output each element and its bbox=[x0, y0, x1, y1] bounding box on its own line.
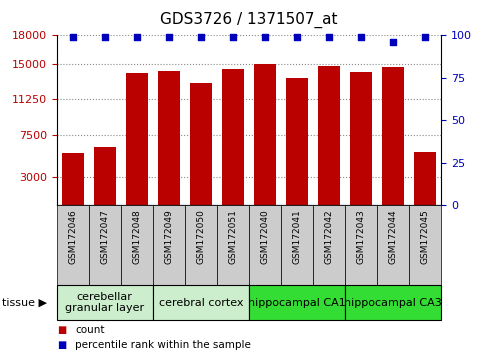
Bar bbox=[318, 65, 340, 205]
Text: percentile rank within the sample: percentile rank within the sample bbox=[75, 340, 251, 350]
Bar bbox=[414, 153, 436, 205]
Point bbox=[293, 34, 301, 40]
Bar bbox=[57, 285, 153, 320]
Point bbox=[357, 34, 365, 40]
Bar bbox=[222, 69, 244, 205]
Point bbox=[421, 34, 429, 40]
Bar bbox=[249, 285, 345, 320]
Text: GSM172044: GSM172044 bbox=[388, 209, 398, 264]
Bar bbox=[409, 205, 441, 285]
Text: cerebellar
granular layer: cerebellar granular layer bbox=[65, 292, 144, 314]
Text: GSM172042: GSM172042 bbox=[324, 209, 334, 264]
Point bbox=[389, 39, 397, 45]
Bar bbox=[126, 73, 148, 205]
Text: GSM172047: GSM172047 bbox=[100, 209, 109, 264]
Bar bbox=[217, 205, 249, 285]
Text: ■: ■ bbox=[57, 325, 66, 335]
Point bbox=[197, 34, 205, 40]
Point bbox=[133, 34, 141, 40]
Bar bbox=[158, 71, 180, 205]
Bar bbox=[313, 205, 345, 285]
Text: ■: ■ bbox=[57, 340, 66, 350]
Point bbox=[325, 34, 333, 40]
Text: GSM172043: GSM172043 bbox=[356, 209, 366, 264]
Text: GSM172045: GSM172045 bbox=[421, 209, 430, 264]
Text: tissue ▶: tissue ▶ bbox=[2, 298, 47, 308]
Bar bbox=[62, 153, 84, 205]
Text: GSM172050: GSM172050 bbox=[196, 209, 206, 264]
Text: hippocampal CA1: hippocampal CA1 bbox=[248, 298, 346, 308]
Text: GSM172041: GSM172041 bbox=[292, 209, 302, 264]
Bar bbox=[190, 82, 212, 205]
Point bbox=[261, 34, 269, 40]
Bar bbox=[153, 285, 249, 320]
Bar bbox=[185, 205, 217, 285]
Text: GSM172048: GSM172048 bbox=[132, 209, 141, 264]
Bar bbox=[345, 205, 377, 285]
Bar bbox=[377, 205, 409, 285]
Text: GSM172046: GSM172046 bbox=[68, 209, 77, 264]
Point bbox=[165, 34, 173, 40]
Bar bbox=[57, 205, 89, 285]
Text: hippocampal CA3: hippocampal CA3 bbox=[344, 298, 442, 308]
Bar bbox=[350, 72, 372, 205]
Bar bbox=[254, 64, 276, 205]
Bar bbox=[281, 205, 313, 285]
Text: GSM172049: GSM172049 bbox=[164, 209, 174, 264]
Point bbox=[69, 34, 77, 40]
Bar bbox=[121, 205, 153, 285]
Text: cerebral cortex: cerebral cortex bbox=[159, 298, 243, 308]
Text: GDS3726 / 1371507_at: GDS3726 / 1371507_at bbox=[160, 11, 338, 28]
Bar bbox=[382, 67, 404, 205]
Bar bbox=[89, 205, 121, 285]
Bar bbox=[153, 205, 185, 285]
Bar bbox=[286, 78, 308, 205]
Text: GSM172040: GSM172040 bbox=[260, 209, 270, 264]
Point bbox=[229, 34, 237, 40]
Bar bbox=[345, 285, 441, 320]
Text: GSM172051: GSM172051 bbox=[228, 209, 238, 264]
Bar bbox=[249, 205, 281, 285]
Bar bbox=[94, 147, 116, 205]
Text: count: count bbox=[75, 325, 105, 335]
Point bbox=[101, 34, 108, 40]
